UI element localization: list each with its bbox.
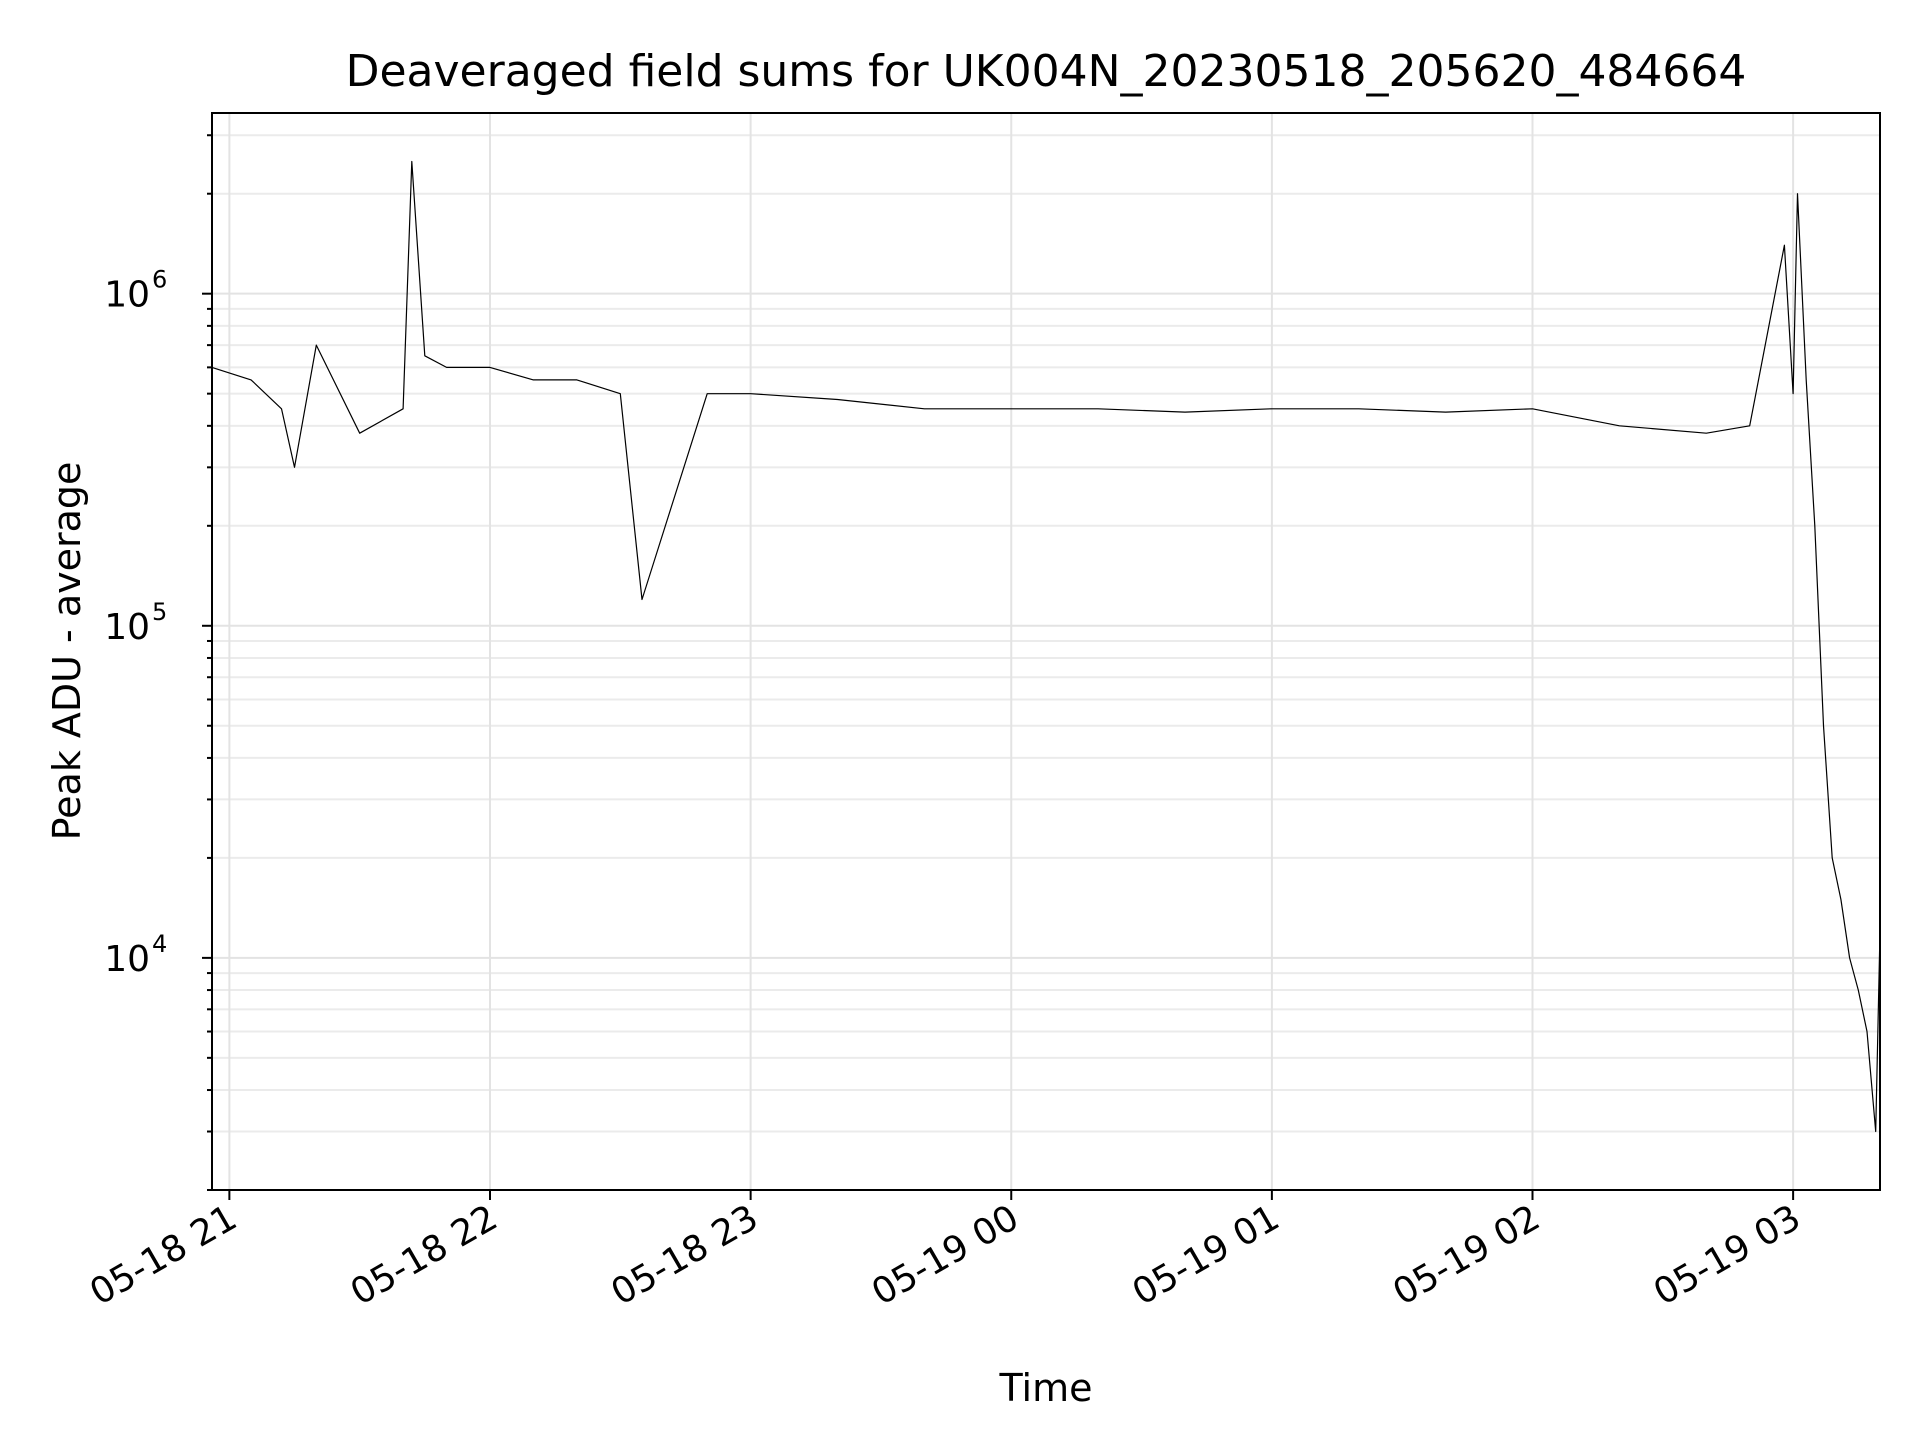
y-tick-label: 10 6 xyxy=(104,266,167,316)
y-tick-label-exponent: 5 xyxy=(152,598,167,626)
x-tick-label: 05-19 03 xyxy=(1647,1197,1808,1313)
plot-frame xyxy=(211,112,1881,1191)
y-tick-label-base: 10 xyxy=(104,607,150,648)
grid xyxy=(212,113,1880,1191)
x-tick-label: 05-18 23 xyxy=(604,1197,765,1313)
x-tick-label: 05-19 00 xyxy=(865,1197,1026,1313)
chart-title: Deaveraged field sums for UK004N_2023051… xyxy=(346,46,1747,97)
x-tick-label: 05-18 22 xyxy=(344,1197,505,1313)
x-tick-label: 05-19 02 xyxy=(1386,1197,1547,1313)
x-tick-label: 05-19 01 xyxy=(1126,1197,1287,1313)
y-tick-label-base: 10 xyxy=(104,275,150,316)
y-tick-label: 10 4 xyxy=(104,930,167,980)
y-tick-label-exponent: 4 xyxy=(152,930,167,958)
x-axis-label: Time xyxy=(999,1366,1093,1410)
y-axis-label: Peak ADU - average xyxy=(45,462,89,841)
x-axis: 05-18 21 05-18 22 05-18 23 05-19 00 05-19 01… xyxy=(83,1190,1808,1314)
series-line xyxy=(211,160,1881,1133)
y-tick-label-exponent: 6 xyxy=(152,266,167,294)
x-tick-label: 05-18 21 xyxy=(83,1197,244,1313)
y-tick-label-base: 10 xyxy=(104,939,150,980)
y-tick-label: 10 5 xyxy=(104,598,167,648)
